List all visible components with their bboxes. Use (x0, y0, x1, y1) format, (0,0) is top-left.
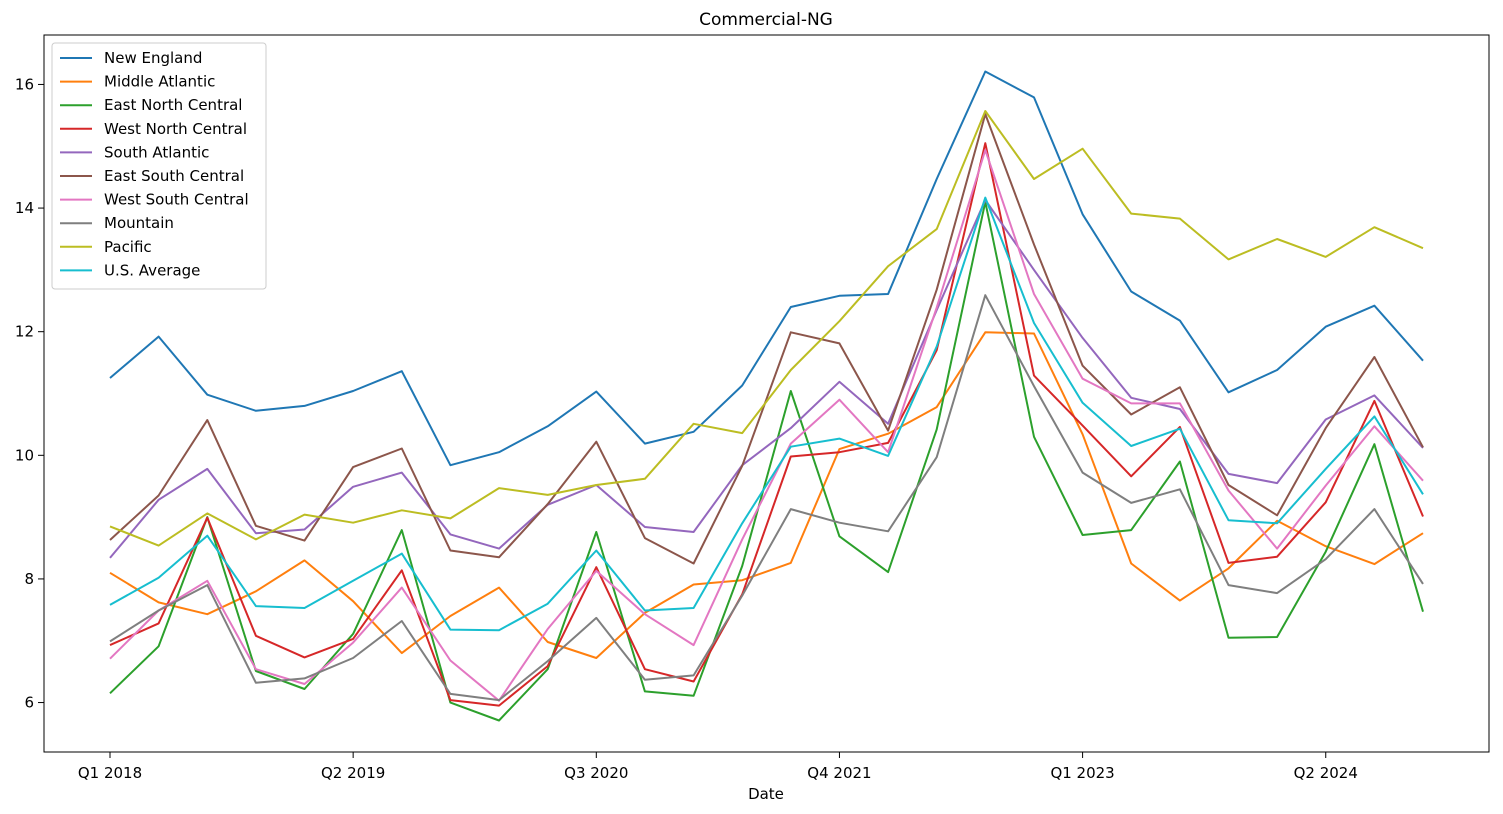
series-line-mountain (109, 294, 1424, 702)
legend-box (51, 42, 267, 290)
y-tick-label: 6 (24, 694, 34, 712)
legend-label: Pacific (104, 238, 152, 256)
y-tick-label: 8 (24, 570, 34, 588)
series-line-south-atlantic (109, 199, 1424, 559)
series-line-east-north-central (109, 200, 1424, 722)
series-line-new-england (109, 70, 1424, 467)
y-tick-label: 10 (15, 446, 34, 464)
legend-label: New England (104, 49, 202, 67)
legend-label: South Atlantic (104, 143, 209, 161)
x-tick-label: Q1 2023 (1050, 764, 1114, 782)
legend-label: U.S. Average (104, 261, 200, 279)
legend-label: West North Central (104, 120, 247, 138)
series-line-pacific (109, 110, 1424, 547)
legend-label: Middle Atlantic (104, 73, 215, 91)
legend: New England Middle Atlantic East North Cen… (51, 42, 267, 290)
y-tick-label: 16 (15, 75, 34, 93)
series-line-u-s-average (109, 196, 1424, 632)
series-line-west-north-central (109, 142, 1424, 707)
x-axis-label: Date (748, 785, 784, 803)
legend-label: East South Central (104, 167, 244, 185)
x-tick-label: Q2 2019 (321, 764, 385, 782)
series-lines (109, 70, 1424, 722)
legend-label: Mountain (104, 214, 174, 232)
chart-title: Commercial-NG (699, 10, 833, 30)
y-axis: 6 8 10 12 14 16 (15, 75, 44, 712)
legend-label: West South Central (104, 191, 249, 209)
x-tick-label: Q4 2021 (807, 764, 871, 782)
x-tick-label: Q3 2020 (564, 764, 628, 782)
x-axis: Q1 2018 Q2 2019 Q3 2020 Q4 2021 Q1 2023 Q2 20… (78, 752, 1358, 782)
series-line-middle-atlantic (109, 331, 1424, 659)
plot-area (43, 34, 1490, 753)
y-tick-label: 14 (15, 199, 34, 217)
y-tick-label: 12 (15, 323, 34, 341)
series-line-east-south-central (109, 113, 1424, 565)
x-tick-label: Q2 2024 (1294, 764, 1358, 782)
x-tick-label: Q1 2018 (78, 764, 142, 782)
legend-label: East North Central (104, 96, 242, 114)
series-line-west-south-central (109, 149, 1424, 702)
